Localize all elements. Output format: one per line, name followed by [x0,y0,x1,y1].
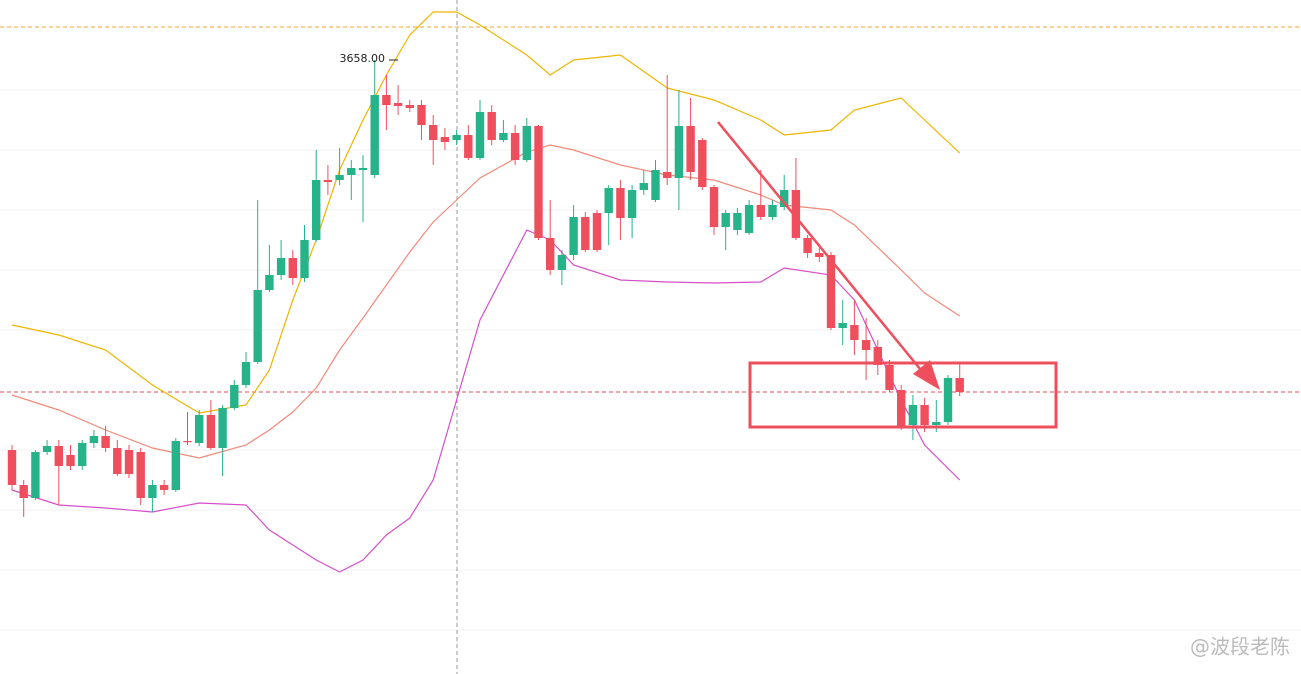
candle-body [124,450,134,474]
candle-body [651,170,660,200]
candle-body [686,126,695,172]
candle-body [475,112,485,158]
candle-body [955,378,964,392]
candle-body [19,485,28,498]
candle-body [452,135,461,140]
candle-body [7,450,17,485]
candle-body [417,105,426,125]
candle-body [815,253,824,257]
candle-body [592,213,602,250]
background-grid [0,89,1301,631]
candle-body [206,415,216,448]
candle-body [850,325,859,340]
candle-body [136,452,145,498]
candle-body [663,172,672,178]
candle-body [393,103,403,106]
candle-body [604,188,613,213]
candle-body [639,183,648,190]
candle-body [721,213,730,227]
candle-body [709,187,719,227]
candle-body [358,168,368,170]
band-line [11,144,961,459]
candle-body [113,448,122,474]
candle-body [826,255,836,328]
candle-body [159,485,169,490]
trend-arrow [717,121,926,376]
candle-body [674,126,684,178]
candle-body [265,275,274,290]
candle-body [546,238,555,270]
candle-body [312,180,321,240]
candle-body [323,180,333,182]
candle-body [791,190,801,238]
candle-body [66,455,75,466]
candle-body [569,217,578,255]
candle-body [370,95,379,175]
candle-body [440,137,450,142]
candle-body [885,365,894,390]
candle-body [183,441,192,443]
candle-body [54,446,63,466]
candle-body [464,135,473,158]
candle-body [241,362,251,385]
candle-body [522,126,531,160]
candle-body [499,133,508,140]
candle-body [698,140,707,187]
candle-body [382,95,391,105]
candle-body [510,133,520,160]
candle-body [920,405,929,425]
candle-body [405,105,414,108]
highlight-box [748,361,1058,429]
candle-body [218,408,227,448]
candle-body [347,168,356,175]
candle-body [534,126,543,238]
candle-body [276,258,286,275]
candle-body [148,485,157,498]
candle-body [897,390,906,427]
candle-body [932,422,941,425]
band-line [11,11,961,414]
candle-body [195,415,204,443]
candle-body [943,378,953,422]
candle-body [487,112,496,140]
candle-body [861,340,871,350]
candle-body [253,290,262,362]
candle-body [557,255,567,270]
candle-body [581,217,590,250]
candle-body [89,436,99,443]
max-price-label: 3658.00 [340,52,386,65]
candle-body [838,323,847,328]
candle-body [780,190,789,207]
candle-body [803,238,812,253]
band-line [11,229,961,573]
candle-body [335,175,344,180]
candle-body [627,190,637,218]
candle-body [78,443,87,466]
candle-body [733,213,742,230]
arrow-head [913,360,940,390]
candle-body [101,436,110,448]
candle-body [230,385,239,408]
candle-body [908,405,918,425]
candle-body [768,205,777,217]
candle-body [300,240,309,278]
candle-body [744,205,754,233]
candle-body [42,446,52,452]
watermark: @波段老陈 [1190,635,1290,659]
candle-body [31,452,40,498]
candle-body [429,125,438,140]
candle-body [616,188,625,218]
candle-body [288,258,297,278]
candle-body [171,441,180,490]
candle-body [756,205,765,217]
candle-body [873,347,882,365]
